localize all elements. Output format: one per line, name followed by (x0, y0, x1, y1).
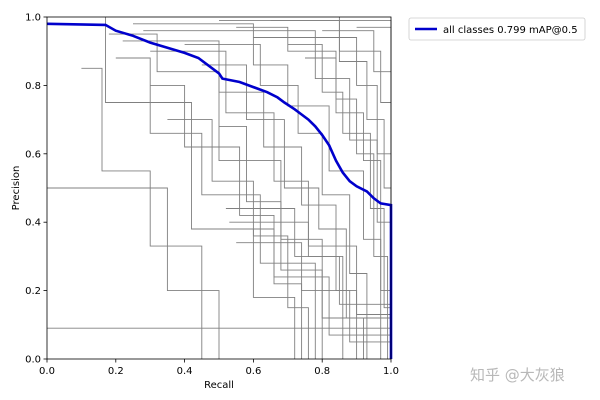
plot-frame (46, 16, 392, 360)
y-tick-label-1: 0.2 (25, 286, 41, 297)
class-curve-10 (81, 67, 203, 359)
x-tick-label-0: 0.0 (39, 366, 55, 377)
x-tick-label-1: 0.2 (108, 366, 124, 377)
class-curve-21 (225, 208, 391, 305)
class-curve-4 (115, 57, 316, 359)
x-tick-label-4: 0.8 (314, 366, 330, 377)
class-curve-17 (167, 119, 309, 359)
class-curve-12 (236, 26, 389, 359)
class-curve-0 (47, 187, 220, 359)
x-axis-title: Recall (204, 380, 234, 391)
y-tick-label-5: 1.0 (25, 13, 41, 24)
class-curves (47, 17, 392, 359)
x-axis: 0.0 0.2 0.4 0.6 0.8 1.0 (39, 359, 399, 377)
class-curve-7 (143, 30, 392, 359)
class-curve-6 (133, 23, 382, 359)
y-axis-title: Precision (11, 166, 22, 211)
x-tick-label-3: 0.6 (245, 366, 261, 377)
y-tick-label-2: 0.4 (25, 218, 41, 229)
legend-box (408, 17, 586, 41)
watermark: 知乎 @大灰狼 (470, 366, 565, 384)
class-curve-22 (219, 228, 391, 336)
y-tick-label-4: 0.8 (25, 81, 41, 92)
y-tick-label-3: 0.6 (25, 149, 41, 160)
legend: all classes 0.799 mAP@0.5 (408, 17, 586, 41)
x-tick-label-5: 1.0 (383, 366, 399, 377)
class-curve-9 (150, 84, 303, 359)
legend-entry-all-classes: all classes 0.799 mAP@0.5 (443, 25, 578, 36)
class-curve-26 (338, 17, 391, 103)
class-curve-23 (229, 221, 391, 315)
x-tick-label-2: 0.4 (177, 366, 193, 377)
class-curve-18 (287, 43, 391, 309)
class-curve-3 (108, 33, 323, 359)
y-axis: 0.0 0.2 0.4 0.6 0.8 1.0 (25, 13, 47, 366)
y-tick-label-0: 0.0 (25, 355, 41, 366)
series-line-all-classes (46, 22, 393, 359)
class-curve-19 (305, 57, 391, 292)
all-classes-series (46, 22, 393, 359)
class-curve-20 (219, 125, 391, 319)
class-curve-24 (236, 242, 391, 343)
